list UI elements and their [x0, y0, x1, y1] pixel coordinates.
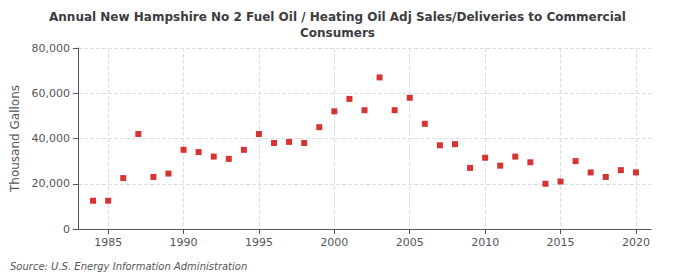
- svg-text:1995: 1995: [245, 236, 273, 249]
- svg-text:2020: 2020: [622, 236, 650, 249]
- svg-text:Annual New Hampshire No 2 Fuel: Annual New Hampshire No 2 Fuel Oil / Hea…: [49, 10, 626, 24]
- svg-text:Consumers: Consumers: [300, 26, 375, 40]
- svg-text:60,000: 60,000: [32, 87, 71, 100]
- svg-text:2015: 2015: [547, 236, 575, 249]
- svg-text:2005: 2005: [396, 236, 424, 249]
- svg-text:40,000: 40,000: [32, 132, 71, 145]
- svg-text:Thousand Gallons: Thousand Gallons: [8, 85, 22, 193]
- svg-text:20,000: 20,000: [32, 177, 71, 190]
- svg-text:1990: 1990: [170, 236, 198, 249]
- svg-text:Source: U.S. Energy Informatio: Source: U.S. Energy Information Administ…: [10, 261, 247, 272]
- svg-text:2000: 2000: [320, 236, 348, 249]
- svg-text:80,000: 80,000: [32, 42, 71, 55]
- svg-text:0: 0: [63, 223, 70, 236]
- svg-text:2010: 2010: [471, 236, 499, 249]
- svg-text:1985: 1985: [94, 236, 122, 249]
